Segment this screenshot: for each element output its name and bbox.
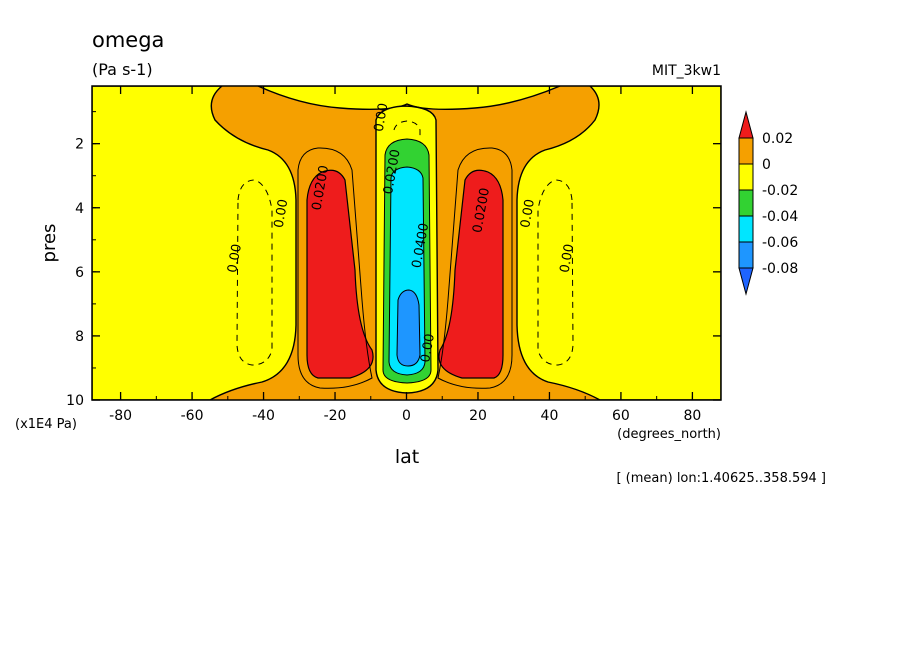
contour-label: 0.00 — [225, 243, 245, 274]
contour-dashed-right — [537, 179, 574, 366]
contour-label: 0.00 — [272, 198, 292, 229]
x-axis-units: (degrees_north) — [617, 427, 721, 442]
y-tick-label: 8 — [75, 329, 84, 345]
colorbar-swatch — [738, 241, 754, 269]
colorbar-swatch — [738, 267, 754, 296]
x-tick-label: 40 — [541, 408, 559, 424]
x-tick-label: -60 — [181, 408, 204, 424]
colorbar-swatch — [738, 137, 754, 165]
contour-line-left-outer — [297, 147, 373, 389]
region-yellow-left — [92, 86, 297, 400]
x-tick-label: -40 — [252, 408, 275, 424]
y-tick-label: 4 — [75, 201, 84, 217]
colorbar-swatch — [738, 215, 754, 243]
colorbar-label: 0 — [762, 157, 771, 173]
x-tick-label: 80 — [683, 408, 701, 424]
colorbar-swatch — [738, 110, 754, 139]
mean-footnote: [ (mean) lon:1.40625..358.594 ] — [616, 471, 826, 486]
contour-label: 0.00 — [372, 102, 392, 133]
contour-labels: 0.000.000.02000.000.02000.04000.000.0200… — [225, 102, 577, 364]
contour-line-right-outer — [437, 147, 513, 389]
x-tick-label: 0 — [402, 408, 411, 424]
y-tick-label: 10 — [66, 393, 84, 409]
contour-dashed-center — [393, 120, 421, 138]
region-red-right — [438, 169, 504, 379]
x-axis-ticks: -80 -60 -40 -20 0 20 40 60 80 — [109, 86, 701, 424]
x-axis-label: lat — [395, 446, 419, 468]
y-tick-label: 6 — [75, 265, 84, 281]
contour-label: 0.00 — [418, 333, 438, 364]
contour-label: 0.00 — [558, 243, 578, 274]
colorbar: 0.02 0 -0.02 -0.04 -0.06 -0.08 — [738, 110, 798, 296]
y-axis-ticks: 2 4 6 8 10 — [66, 111, 721, 409]
chart-title: omega — [92, 28, 164, 52]
region-red-left — [306, 169, 374, 379]
contour-label: 0.00 — [518, 198, 538, 229]
x-tick-label: -20 — [324, 408, 347, 424]
colorbar-label: -0.06 — [762, 235, 798, 251]
colorbar-swatch — [738, 163, 754, 191]
colorbar-label: -0.02 — [762, 183, 798, 199]
experiment-label: MIT_3kw1 — [652, 63, 721, 79]
y-axis-label: pres — [39, 224, 60, 263]
chart-subtitle: (Pa s-1) — [92, 60, 153, 79]
contour-dashed-left — [236, 179, 273, 366]
y-tick-label: 2 — [75, 137, 84, 153]
region-blue-center — [396, 289, 421, 367]
x-tick-label: 60 — [612, 408, 630, 424]
colorbar-label: -0.04 — [762, 209, 798, 225]
contour-field — [92, 86, 721, 400]
region-yellow-top — [257, 86, 561, 111]
colorbar-label: 0.02 — [762, 131, 793, 147]
region-yellow-right — [516, 86, 721, 400]
colorbar-label: -0.08 — [762, 261, 798, 277]
x-tick-label: 20 — [469, 408, 487, 424]
colorbar-swatch — [738, 189, 754, 217]
x-tick-label: -80 — [109, 408, 132, 424]
y-axis-units: (x1E4 Pa) — [15, 417, 77, 432]
